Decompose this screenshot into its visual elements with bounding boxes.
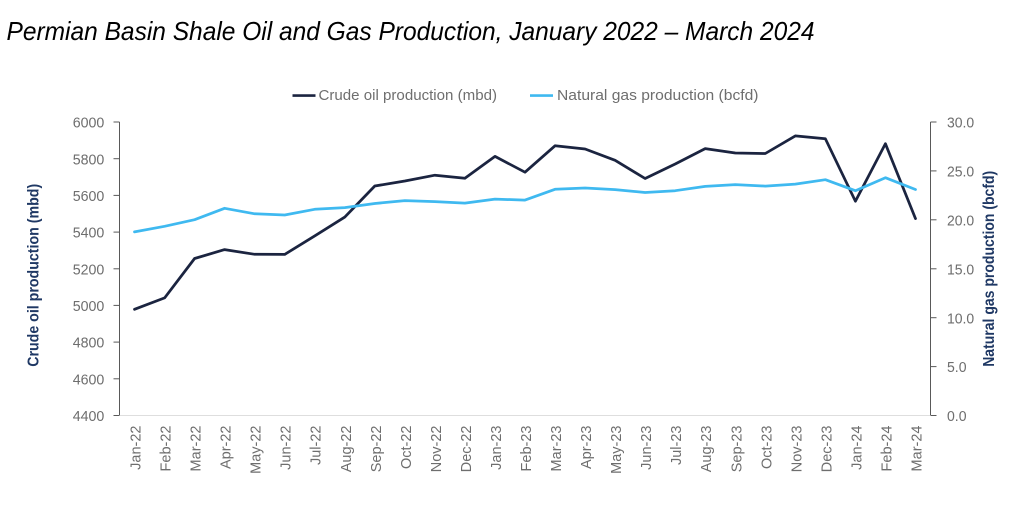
svg-text:Feb-24: Feb-24 [879, 426, 895, 472]
svg-text:Nov-23: Nov-23 [789, 426, 805, 473]
svg-text:Jan-24: Jan-24 [849, 426, 865, 470]
svg-text:4400: 4400 [73, 408, 105, 425]
svg-text:Permian Basin Shale Oil and Ga: Permian Basin Shale Oil and Gas Producti… [7, 16, 815, 46]
svg-text:Oct-23: Oct-23 [759, 426, 775, 470]
svg-text:Jul-22: Jul-22 [309, 426, 325, 466]
svg-text:Jan-22: Jan-22 [129, 426, 145, 470]
svg-text:5000: 5000 [73, 298, 105, 315]
svg-text:6000: 6000 [73, 115, 105, 132]
svg-text:Jul-23: Jul-23 [669, 426, 685, 466]
svg-text:Aug-22: Aug-22 [339, 426, 355, 473]
svg-text:Sep-22: Sep-22 [369, 426, 385, 473]
svg-text:Apr-23: Apr-23 [579, 426, 595, 470]
svg-text:Aug-23: Aug-23 [699, 426, 715, 473]
svg-text:Apr-22: Apr-22 [219, 426, 235, 470]
svg-text:Jun-23: Jun-23 [639, 426, 655, 470]
svg-text:10.0: 10.0 [947, 310, 974, 327]
svg-text:Crude oil production (mbd): Crude oil production (mbd) [319, 87, 498, 104]
svg-text:Sep-23: Sep-23 [729, 426, 745, 473]
svg-text:Dec-23: Dec-23 [819, 426, 835, 473]
svg-text:Feb-23: Feb-23 [519, 426, 535, 472]
svg-text:5800: 5800 [73, 151, 105, 168]
svg-text:Jun-22: Jun-22 [279, 426, 295, 470]
svg-text:May-22: May-22 [249, 426, 265, 474]
svg-text:Natural gas production (bcfd): Natural gas production (bcfd) [981, 171, 998, 367]
svg-text:Natural gas production (bcfd): Natural gas production (bcfd) [557, 87, 759, 104]
svg-text:30.0: 30.0 [947, 115, 974, 132]
svg-text:4600: 4600 [73, 371, 105, 388]
svg-text:0.0: 0.0 [947, 408, 967, 425]
svg-text:5200: 5200 [73, 261, 105, 278]
svg-text:Nov-22: Nov-22 [429, 426, 445, 473]
svg-text:20.0: 20.0 [947, 212, 974, 229]
svg-text:Feb-22: Feb-22 [159, 426, 175, 472]
svg-text:May-23: May-23 [609, 426, 625, 474]
svg-text:15.0: 15.0 [947, 261, 974, 278]
svg-text:Oct-22: Oct-22 [399, 426, 415, 470]
svg-text:5600: 5600 [73, 188, 105, 205]
svg-text:4800: 4800 [73, 335, 105, 352]
svg-text:Mar-22: Mar-22 [189, 426, 205, 472]
svg-text:5.0: 5.0 [947, 359, 967, 376]
svg-text:Crude oil production (mbd): Crude oil production (mbd) [26, 184, 43, 367]
svg-text:Jan-23: Jan-23 [489, 426, 505, 470]
svg-text:25.0: 25.0 [947, 164, 974, 181]
svg-text:Mar-23: Mar-23 [549, 426, 565, 472]
svg-text:5400: 5400 [73, 225, 105, 242]
svg-text:Mar-24: Mar-24 [910, 426, 926, 472]
svg-text:Dec-22: Dec-22 [459, 426, 475, 473]
